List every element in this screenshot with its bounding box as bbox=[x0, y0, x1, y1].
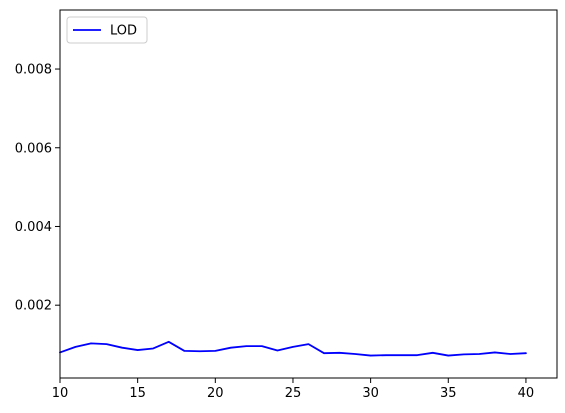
legend-box bbox=[66, 16, 148, 44]
y-tick-label: 0.006 bbox=[15, 141, 52, 156]
x-tick-label: 40 bbox=[518, 386, 535, 401]
x-tick-label: 10 bbox=[52, 386, 69, 401]
plot-background bbox=[60, 10, 557, 378]
plot-frame bbox=[59, 9, 558, 379]
y-axis: 0.002 0.004 0.006 0.008 bbox=[15, 63, 60, 314]
x-axis: 10 15 20 25 30 35 40 bbox=[52, 378, 534, 401]
x-tick-label: 30 bbox=[362, 386, 379, 401]
legend-label-lod: LOD bbox=[110, 24, 137, 39]
y-tick-label: 0.004 bbox=[15, 220, 52, 235]
x-tick-label: 15 bbox=[129, 386, 146, 401]
y-tick-label: 0.002 bbox=[15, 299, 52, 314]
x-tick-label: 35 bbox=[440, 386, 457, 401]
legend: LOD bbox=[66, 16, 148, 44]
series-line-lod bbox=[59, 340, 527, 357]
y-tick-label: 0.008 bbox=[15, 63, 52, 78]
x-tick-label: 25 bbox=[285, 386, 302, 401]
x-tick-label: 20 bbox=[207, 386, 224, 401]
series-layer bbox=[59, 340, 527, 357]
